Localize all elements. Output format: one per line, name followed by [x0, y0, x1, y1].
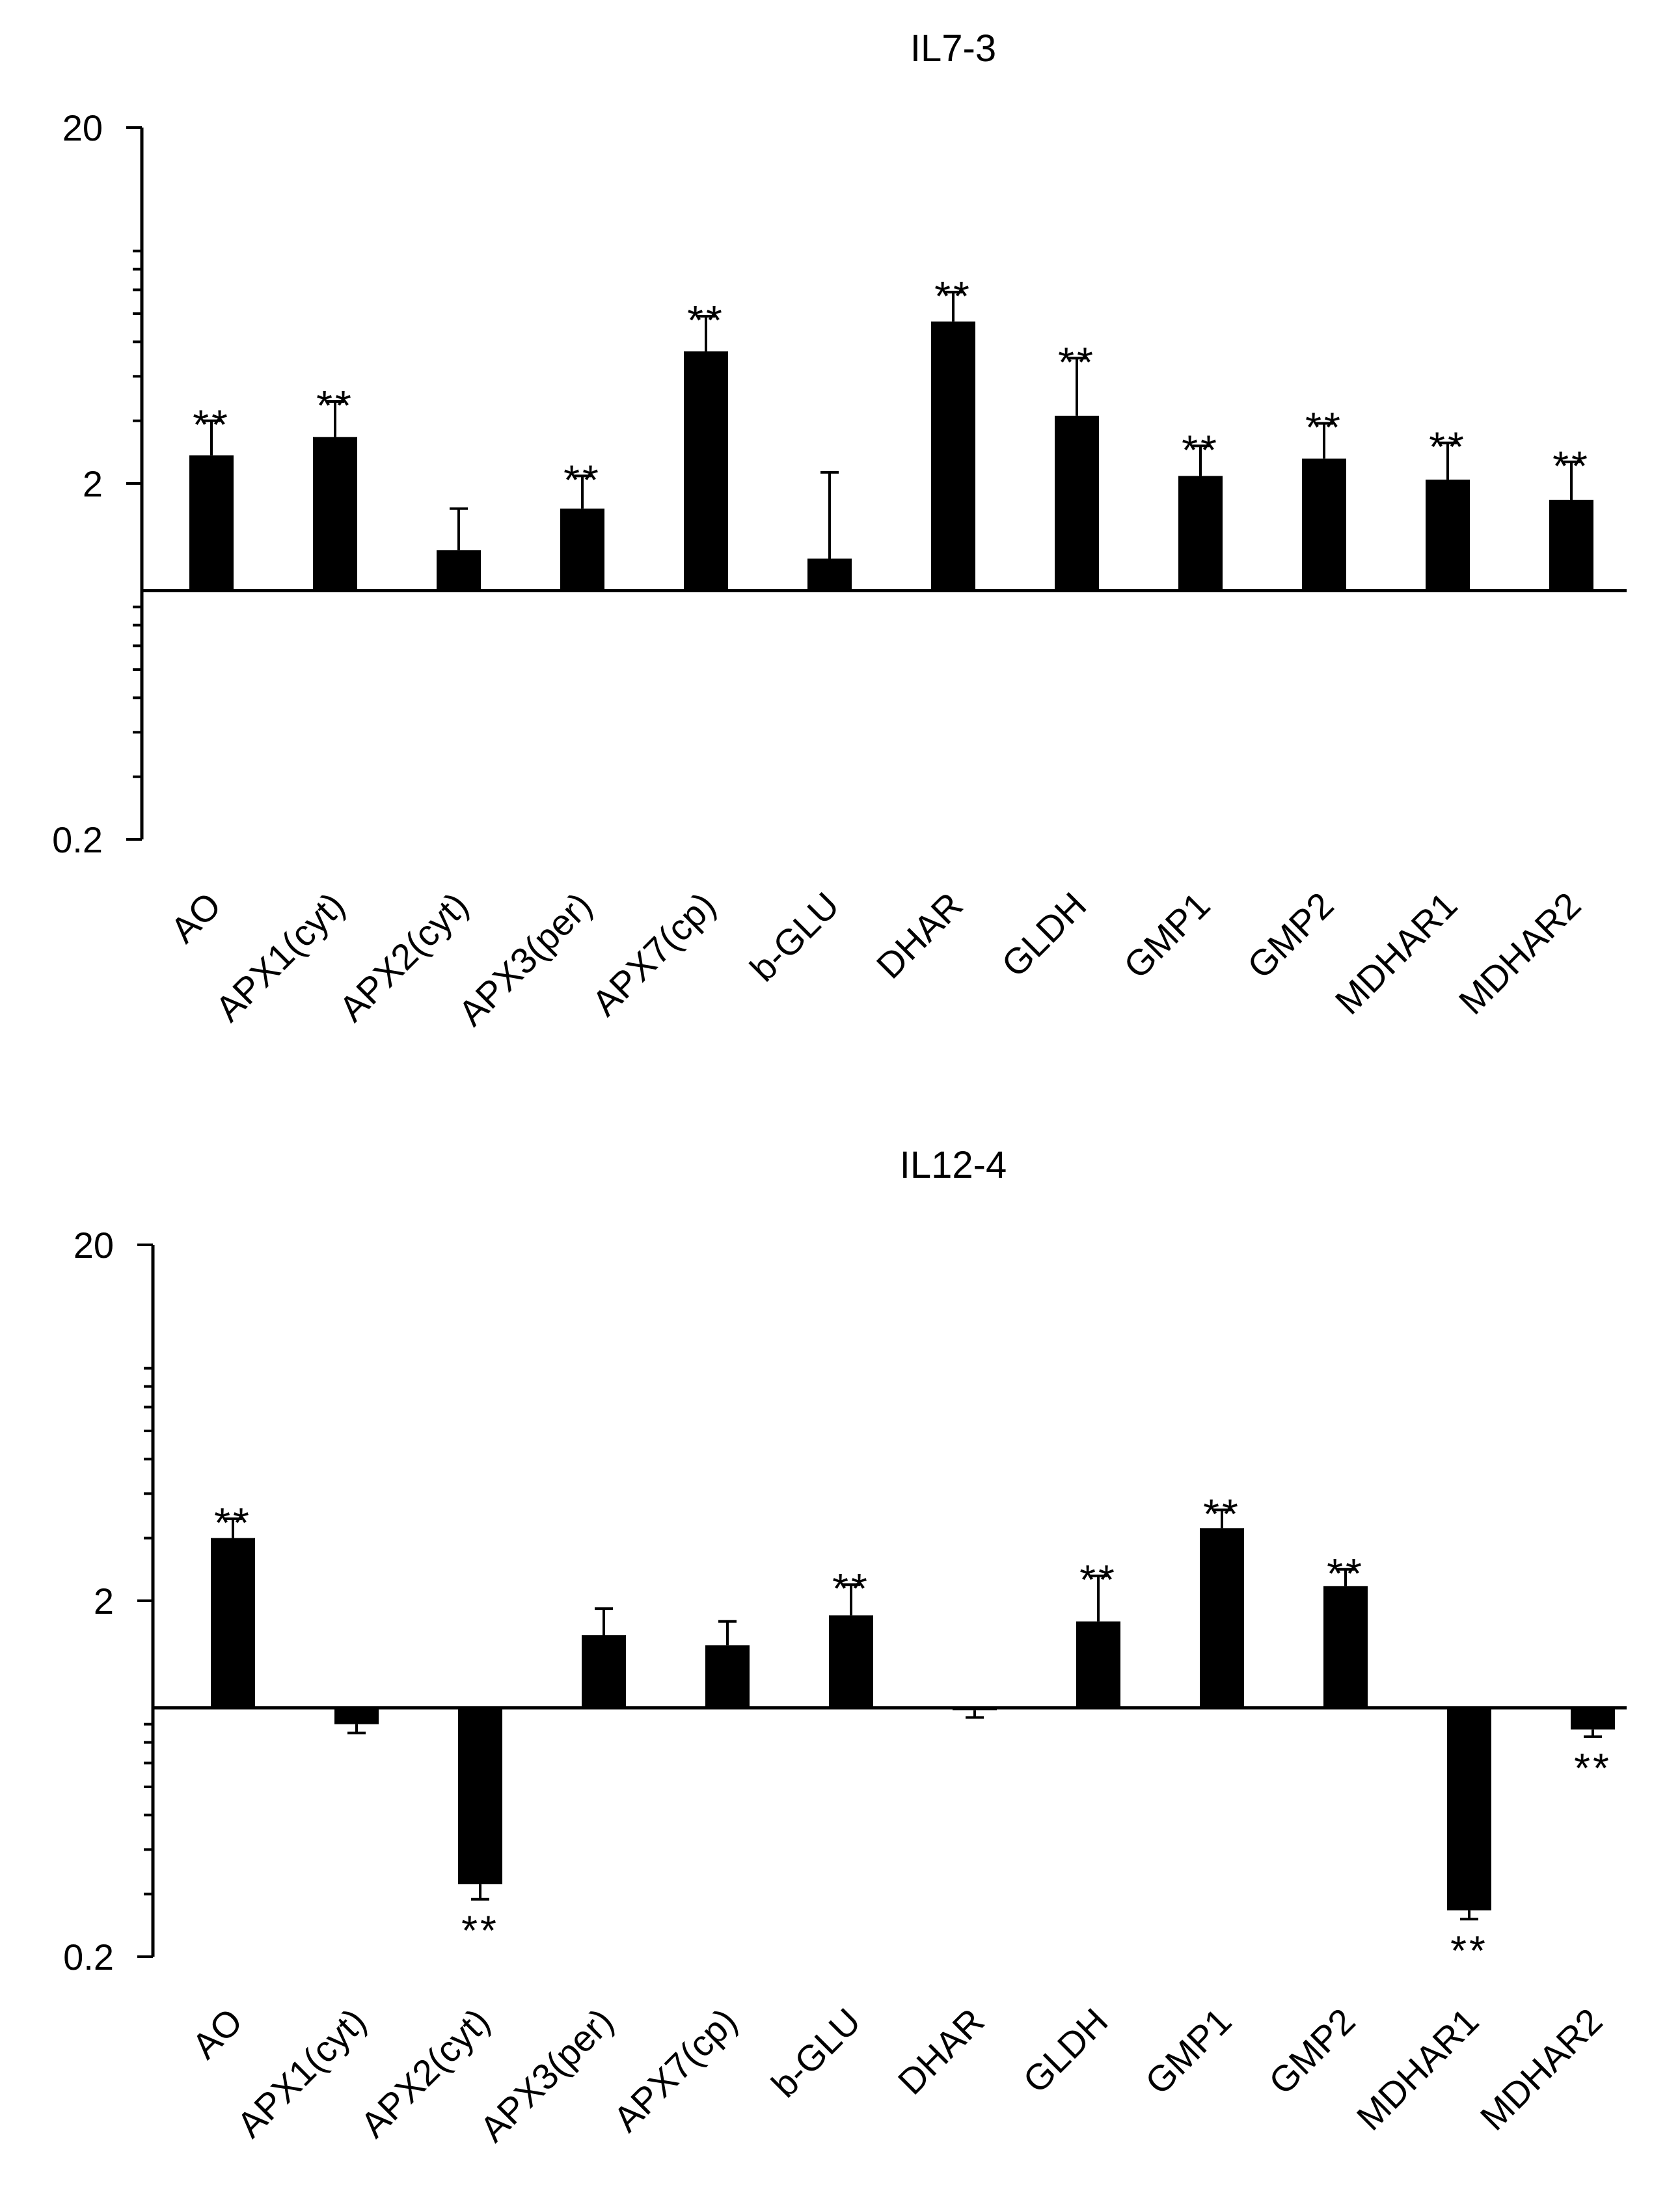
significance-marker: **: [214, 1499, 252, 1546]
significance-marker: **: [193, 401, 230, 448]
bar-ao: [211, 1538, 255, 1708]
y-tick-label: 0.2: [63, 1937, 114, 1978]
bar-gmp1: [1178, 476, 1223, 591]
significance-marker: **: [687, 297, 725, 344]
significance-marker: **: [1203, 1490, 1241, 1537]
significance-marker: **: [934, 273, 972, 320]
bar-gmp2: [1323, 1586, 1368, 1708]
x-tick-label: AO: [184, 2000, 251, 2067]
significance-marker: **: [1552, 442, 1590, 489]
x-tick-label: APX7(cp): [584, 884, 723, 1024]
bar-apx7-cp: [684, 351, 728, 591]
bar-dhar: [931, 321, 975, 591]
x-tick-label: DHAR: [890, 2000, 992, 2102]
x-tick-label: APX1(cyt): [208, 884, 353, 1029]
bar-apx2-cyt: [437, 550, 481, 591]
significance-marker: **: [563, 456, 601, 503]
x-tick-label: GMP2: [1261, 2000, 1363, 2102]
bar-apx3-per: [582, 1635, 626, 1708]
bar-ao: [189, 455, 234, 591]
y-tick-label: 2: [83, 463, 103, 504]
bar-mdhar2: [1549, 500, 1593, 591]
bar-gldh: [1055, 415, 1099, 591]
x-tick-label: MDHAR1: [1349, 2000, 1487, 2138]
significance-marker: **: [1450, 1927, 1488, 1974]
bar-gldh: [1076, 1621, 1120, 1708]
significance-marker: **: [1429, 424, 1467, 470]
x-tick-label: MDHAR2: [1451, 884, 1589, 1022]
significance-marker: **: [316, 382, 354, 429]
bar-apx1-cyt: [313, 437, 357, 591]
x-tick-label: APX7(cp): [605, 2000, 744, 2140]
x-tick-label: APX3(per): [450, 884, 599, 1033]
x-tick-label: GMP1: [1137, 2000, 1240, 2102]
bar-b-glu: [829, 1615, 873, 1708]
bar-apx3-per: [560, 508, 604, 591]
significance-marker: **: [1182, 426, 1219, 473]
chart-title: IL7-3: [910, 27, 996, 70]
y-tick-label: 2: [94, 1581, 114, 1622]
significance-marker: **: [1327, 1550, 1364, 1597]
chart-title: IL12-4: [900, 1144, 1007, 1186]
y-tick-label: 20: [62, 107, 103, 148]
y-tick-label: 0.2: [52, 819, 103, 860]
bar-apx7-cp: [705, 1645, 750, 1708]
bar-mdhar2: [1571, 1707, 1615, 1730]
significance-marker: **: [461, 1907, 499, 1954]
y-tick-label: 20: [74, 1225, 114, 1266]
bar-gmp1: [1200, 1528, 1244, 1708]
bar-b-glu: [807, 558, 852, 591]
bar-mdhar1: [1426, 480, 1470, 591]
x-tick-label: DHAR: [869, 884, 971, 986]
bar-gmp2: [1302, 458, 1346, 591]
x-tick-label: b-GLU: [742, 884, 847, 989]
x-tick-label: APX3(per): [472, 2000, 621, 2149]
bar-apx2-cyt: [458, 1707, 502, 1884]
significance-marker: **: [1574, 1745, 1612, 1791]
x-tick-label: MDHAR1: [1327, 884, 1465, 1022]
bar-apx1-cyt: [334, 1707, 379, 1724]
x-tick-label: GMP1: [1116, 884, 1218, 986]
significance-marker: **: [1079, 1557, 1117, 1603]
bar-mdhar1: [1447, 1707, 1491, 1910]
x-tick-label: GLDH: [994, 884, 1094, 985]
chart-panel-il12-4: IL12-42020.2**AOAPX1(cyt)**APX2(cyt)APX3…: [63, 1144, 1627, 2149]
x-tick-label: GMP2: [1240, 884, 1342, 986]
chart-panel-il7-3: IL7-32020.2**AO**APX1(cyt)APX2(cyt)**APX…: [52, 27, 1627, 1033]
significance-marker: **: [1058, 338, 1096, 385]
x-tick-label: AO: [163, 884, 229, 951]
x-tick-label: APX1(cyt): [229, 2000, 374, 2145]
x-tick-label: MDHAR2: [1472, 2000, 1610, 2138]
x-tick-label: GLDH: [1015, 2000, 1116, 2101]
significance-marker: **: [1305, 404, 1343, 451]
significance-marker: **: [832, 1565, 870, 1612]
x-tick-label: b-GLU: [763, 2000, 868, 2105]
